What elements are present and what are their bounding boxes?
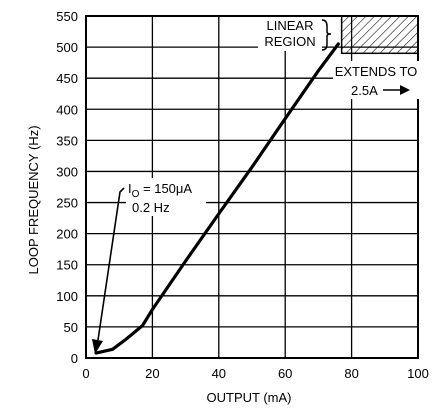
io-label-bg <box>126 178 206 216</box>
y-tick-label: 50 <box>64 320 78 335</box>
y-tick-label: 250 <box>56 196 78 211</box>
x-axis-label: OUTPUT (mA) <box>207 390 292 405</box>
y-tick-label: 0 <box>71 351 78 366</box>
y-axis-label: LOOP FREQUENCY (Hz) <box>26 125 41 274</box>
linear-region-hatch <box>340 15 419 55</box>
y-tick-label: 200 <box>56 227 78 242</box>
y-tick-label: 150 <box>56 258 78 273</box>
x-tick-label: 0 <box>82 366 89 381</box>
series-line <box>94 42 340 355</box>
y-tick-label: 300 <box>56 164 78 179</box>
y-tick-label: 400 <box>56 102 78 117</box>
arrow-icon <box>92 187 125 354</box>
x-tick-label: 80 <box>344 366 358 381</box>
tick-labels: 0 20 40 60 80 100 0 50 100 150 200 250 300 350 400 450 5… <box>56 9 429 381</box>
linear-region-label-1: LINEAR <box>267 18 314 33</box>
plot-frame <box>85 15 419 359</box>
y-tick-label: 500 <box>56 40 78 55</box>
extends-label-1: EXTENDS TO <box>335 64 418 79</box>
x-tick-label: 40 <box>212 366 226 381</box>
io-label: IO = 150μA <box>128 181 192 200</box>
x-tick-label: 100 <box>407 366 429 381</box>
io-freq-label: 0.2 Hz <box>132 200 170 215</box>
linear-region-brace <box>321 19 332 51</box>
arrow-right-icon <box>383 85 410 95</box>
extends-label-2: 2.5A <box>351 83 378 98</box>
linear-region-label-2: REGION <box>264 34 315 49</box>
y-tick-label: 100 <box>56 289 78 304</box>
y-tick-label: 450 <box>56 71 78 86</box>
x-tick-label: 60 <box>278 366 292 381</box>
y-tick-label: 350 <box>56 133 78 148</box>
x-tick-label: 20 <box>145 366 159 381</box>
y-tick-label: 550 <box>56 9 78 24</box>
linear-label-bg <box>258 17 322 51</box>
